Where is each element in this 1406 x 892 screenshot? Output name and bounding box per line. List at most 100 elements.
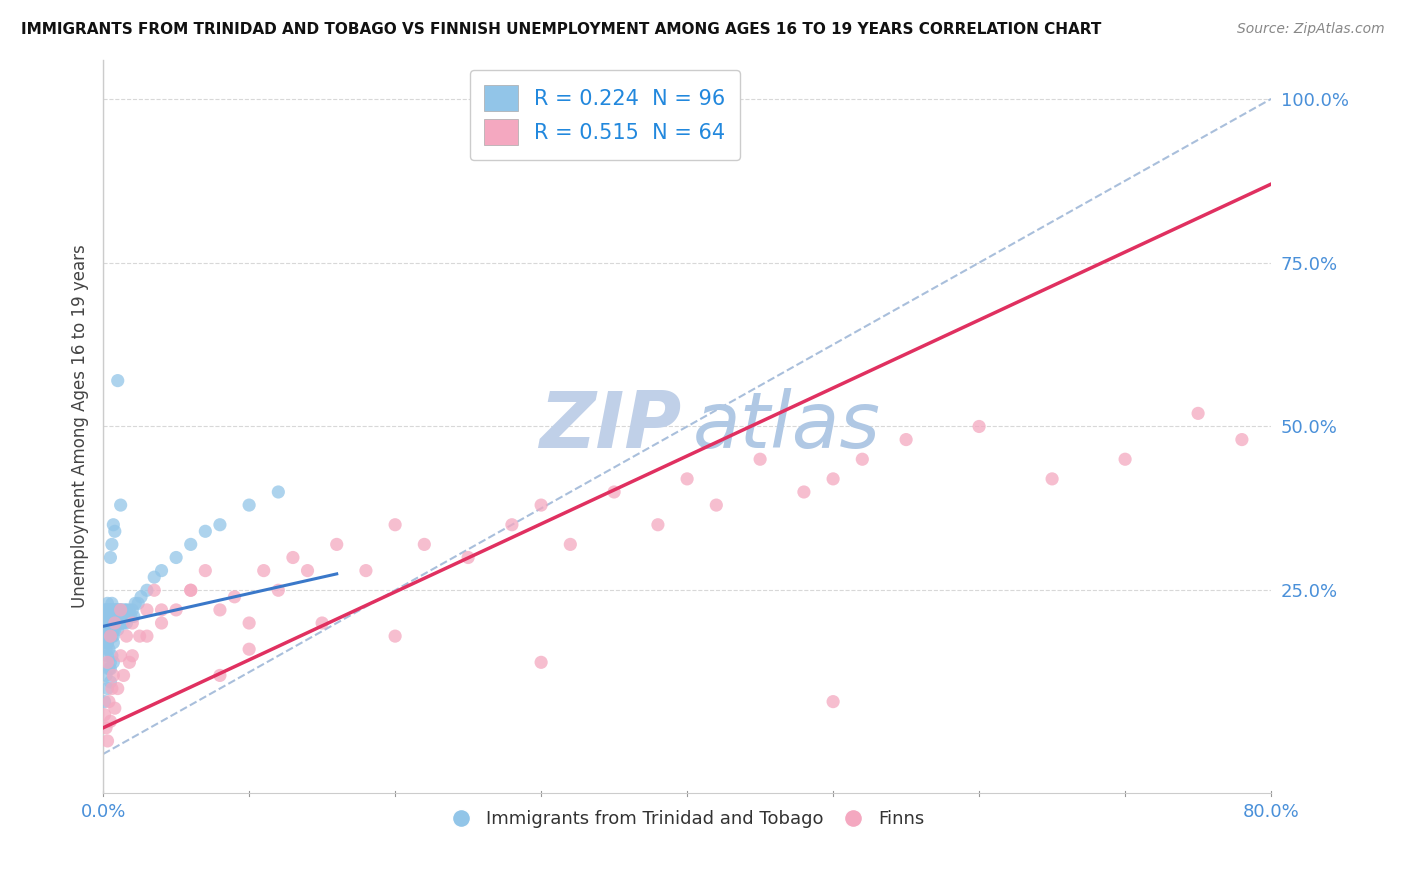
Point [194, 564, 217, 578]
Point [98, 629, 121, 643]
Point [384, 629, 406, 643]
Point [208, 603, 231, 617]
Text: ZIP: ZIP [538, 389, 682, 465]
Point [94, 603, 117, 617]
Point [110, 609, 132, 624]
Point [107, 609, 129, 624]
Point [104, 701, 127, 715]
Point [101, 596, 124, 610]
Point [107, 681, 129, 696]
Point [93, 615, 115, 630]
Point [98, 642, 121, 657]
Point [105, 615, 128, 630]
Point [94, 642, 117, 657]
Point [851, 452, 873, 467]
Point [96, 596, 118, 610]
Point [103, 629, 125, 643]
Point [100, 629, 122, 643]
Point [297, 564, 319, 578]
Text: atlas: atlas [693, 389, 880, 465]
Point [530, 656, 553, 670]
Point [93, 707, 115, 722]
Point [117, 609, 139, 624]
Point [103, 668, 125, 682]
Point [110, 603, 132, 617]
Point [94, 629, 117, 643]
Point [111, 615, 134, 630]
Point [100, 615, 122, 630]
Point [108, 603, 131, 617]
Point [224, 590, 246, 604]
Point [104, 615, 127, 630]
Point [267, 485, 290, 500]
Point [110, 603, 132, 617]
Point [103, 603, 125, 617]
Point [823, 695, 845, 709]
Point [114, 609, 136, 624]
Point [100, 714, 122, 729]
Point [96, 623, 118, 637]
Point [93, 629, 115, 643]
Point [115, 615, 138, 630]
Point [647, 517, 669, 532]
Point [110, 615, 132, 630]
Point [104, 609, 127, 624]
Point [107, 603, 129, 617]
Point [1040, 472, 1063, 486]
Point [121, 603, 143, 617]
Point [115, 603, 138, 617]
Point [101, 615, 124, 630]
Point [98, 603, 121, 617]
Point [136, 603, 159, 617]
Point [165, 550, 187, 565]
Point [311, 615, 333, 630]
Point [325, 537, 347, 551]
Point [110, 648, 132, 663]
Point [501, 517, 523, 532]
Point [111, 603, 134, 617]
Point [96, 623, 118, 637]
Point [105, 603, 128, 617]
Point [143, 570, 166, 584]
Point [105, 609, 128, 624]
Point [104, 603, 127, 617]
Point [603, 485, 626, 500]
Point [136, 629, 159, 643]
Point [104, 615, 127, 630]
Point [96, 656, 118, 670]
Point [112, 615, 135, 630]
Point [98, 662, 121, 676]
Point [101, 537, 124, 551]
Point [354, 564, 377, 578]
Point [238, 642, 260, 657]
Point [1187, 406, 1209, 420]
Point [457, 550, 479, 565]
Point [121, 615, 143, 630]
Point [676, 472, 699, 486]
Point [1114, 452, 1136, 467]
Point [96, 603, 118, 617]
Point [118, 603, 141, 617]
Point [128, 629, 150, 643]
Point [103, 623, 125, 637]
Point [93, 695, 115, 709]
Point [101, 681, 124, 696]
Y-axis label: Unemployment Among Ages 16 to 19 years: Unemployment Among Ages 16 to 19 years [72, 244, 89, 608]
Point [124, 596, 146, 610]
Point [103, 517, 125, 532]
Point [180, 583, 202, 598]
Point [823, 472, 845, 486]
Point [100, 656, 122, 670]
Text: Source: ZipAtlas.com: Source: ZipAtlas.com [1237, 22, 1385, 37]
Point [96, 648, 118, 663]
Point [96, 635, 118, 649]
Point [100, 609, 122, 624]
Text: IMMIGRANTS FROM TRINIDAD AND TOBAGO VS FINNISH UNEMPLOYMENT AMONG AGES 16 TO 19 : IMMIGRANTS FROM TRINIDAD AND TOBAGO VS F… [21, 22, 1101, 37]
Point [100, 623, 122, 637]
Point [180, 537, 202, 551]
Point [413, 537, 436, 551]
Point [115, 629, 138, 643]
Point [100, 550, 122, 565]
Point [112, 609, 135, 624]
Point [112, 668, 135, 682]
